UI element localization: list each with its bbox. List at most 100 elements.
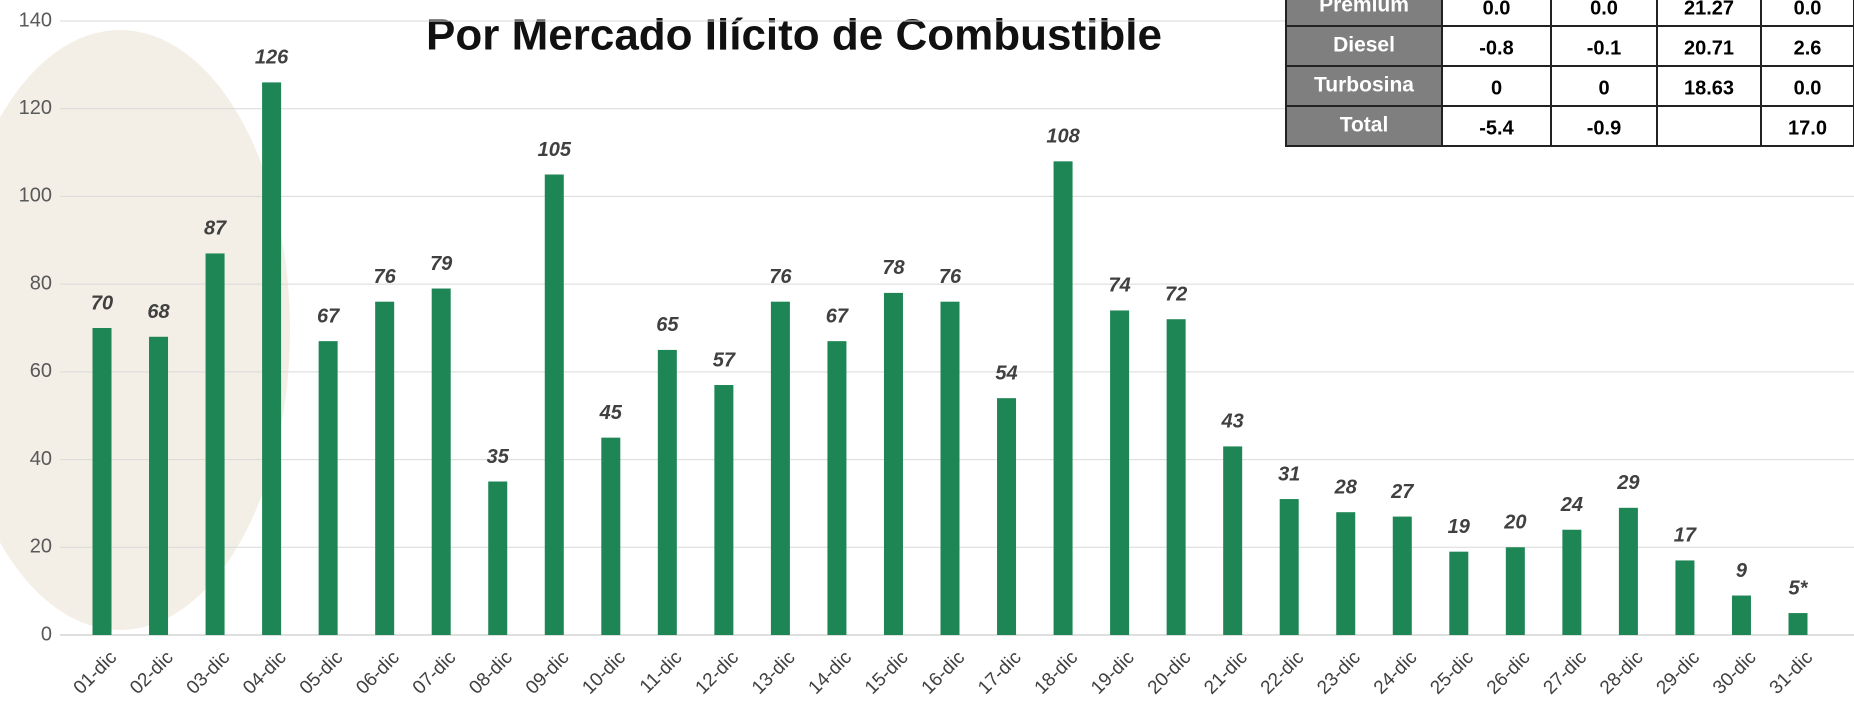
x-tick-label: 30-dic bbox=[1709, 647, 1760, 698]
value-label: 19 bbox=[1448, 516, 1471, 538]
value-label: 67 bbox=[826, 305, 849, 327]
bar bbox=[432, 289, 451, 635]
value-label: 5* bbox=[1789, 577, 1809, 599]
value-label: 9 bbox=[1736, 560, 1748, 582]
bar bbox=[1789, 613, 1808, 635]
bar bbox=[1054, 161, 1073, 635]
bar bbox=[884, 293, 903, 635]
table-value: 0.0 bbox=[1794, 0, 1822, 19]
value-label: 20 bbox=[1503, 512, 1526, 534]
bar bbox=[941, 302, 960, 635]
x-tick-label: 24-dic bbox=[1370, 647, 1421, 698]
table-value: 0 bbox=[1491, 77, 1502, 99]
bar bbox=[93, 328, 112, 635]
x-tick-label: 17-dic bbox=[974, 647, 1025, 698]
bar bbox=[771, 302, 790, 635]
bar bbox=[1110, 310, 1129, 635]
value-label: 74 bbox=[1108, 275, 1130, 297]
bar bbox=[262, 82, 281, 635]
bar bbox=[1732, 596, 1751, 635]
value-label: 72 bbox=[1165, 284, 1187, 306]
table-value: 18.63 bbox=[1684, 77, 1734, 99]
value-label: 43 bbox=[1221, 411, 1244, 433]
bar bbox=[714, 385, 733, 635]
y-tick-label: 60 bbox=[30, 360, 52, 382]
x-tick-label: 09-dic bbox=[522, 647, 573, 698]
table-value: 21.27 bbox=[1684, 0, 1734, 19]
bar bbox=[997, 398, 1016, 635]
x-tick-label: 04-dic bbox=[239, 647, 290, 698]
table-value: 0 bbox=[1598, 77, 1609, 99]
x-tick-label: 12-dic bbox=[692, 647, 743, 698]
value-label: 76 bbox=[374, 266, 397, 288]
y-tick-label: 40 bbox=[30, 448, 52, 470]
bar bbox=[1675, 560, 1694, 635]
x-tick-label: 18-dic bbox=[1031, 647, 1082, 698]
chart: Por Mercado Ilícito de Combustible 0 20 40… bbox=[0, 0, 1854, 707]
table-value: 0.0 bbox=[1483, 0, 1511, 19]
value-label: 87 bbox=[204, 218, 227, 240]
bar bbox=[206, 253, 225, 635]
x-tick-label: 08-dic bbox=[465, 647, 516, 698]
x-tick-label: 15-dic bbox=[861, 647, 912, 698]
value-label: 29 bbox=[1616, 472, 1640, 494]
table-row-label: Premium bbox=[1319, 0, 1409, 17]
x-tick-label: 31-dic bbox=[1766, 647, 1817, 698]
x-tick-label: 01-dic bbox=[70, 647, 121, 698]
x-tick-label: 06-dic bbox=[352, 647, 403, 698]
y-tick-label: 0 bbox=[41, 623, 52, 645]
table-value: -5.4 bbox=[1479, 117, 1514, 139]
value-label: 28 bbox=[1334, 476, 1358, 498]
value-label: 67 bbox=[317, 305, 340, 327]
bar bbox=[545, 175, 564, 636]
table-row-label: Turbosina bbox=[1314, 74, 1414, 97]
x-tick-label: 05-dic bbox=[296, 647, 347, 698]
chart-title: Por Mercado Ilícito de Combustible bbox=[426, 11, 1162, 60]
x-tick-label: 14-dic bbox=[805, 647, 856, 698]
bar bbox=[149, 337, 168, 635]
bar bbox=[658, 350, 677, 635]
bar bbox=[1619, 508, 1638, 635]
y-tick-label: 140 bbox=[19, 9, 52, 31]
bar bbox=[319, 341, 338, 635]
value-label: 108 bbox=[1046, 126, 1080, 148]
x-tick-label: 02-dic bbox=[126, 647, 177, 698]
bar bbox=[1336, 512, 1355, 635]
bar bbox=[827, 341, 846, 635]
table-row-label: Diesel bbox=[1333, 34, 1395, 57]
x-tick-label: 23-dic bbox=[1313, 647, 1364, 698]
bar bbox=[1562, 530, 1581, 635]
value-label: 31 bbox=[1278, 463, 1300, 485]
x-tick-label: 21-dic bbox=[1200, 647, 1251, 698]
bar bbox=[1223, 446, 1242, 635]
x-tick-label: 19-dic bbox=[1087, 647, 1138, 698]
table-value: 20.71 bbox=[1684, 37, 1734, 59]
bar bbox=[375, 302, 394, 635]
x-tick-label: 28-dic bbox=[1596, 647, 1647, 698]
bar bbox=[488, 482, 507, 636]
y-tick-label: 100 bbox=[19, 185, 52, 207]
table-row-label: Total bbox=[1340, 114, 1389, 137]
value-label: 76 bbox=[769, 266, 792, 288]
bar bbox=[1167, 319, 1186, 635]
x-tick-label: 29-dic bbox=[1653, 647, 1704, 698]
value-label: 57 bbox=[713, 349, 736, 371]
value-label: 27 bbox=[1390, 481, 1414, 503]
bar bbox=[1393, 517, 1412, 635]
value-label: 68 bbox=[147, 301, 170, 323]
value-label: 45 bbox=[599, 402, 623, 424]
bar bbox=[601, 438, 620, 635]
table-value: 0.0 bbox=[1794, 77, 1822, 99]
x-tick-label: 07-dic bbox=[409, 647, 460, 698]
table-value: 17.0 bbox=[1788, 117, 1827, 139]
x-tick-label: 03-dic bbox=[183, 647, 234, 698]
x-tick-label: 27-dic bbox=[1540, 647, 1591, 698]
bar bbox=[1449, 552, 1468, 635]
bar bbox=[1280, 499, 1299, 635]
table-value: 2.6 bbox=[1794, 37, 1822, 59]
x-tick-label: 22-dic bbox=[1257, 647, 1308, 698]
y-tick-label: 20 bbox=[30, 536, 52, 558]
value-label: 70 bbox=[91, 292, 113, 314]
table-value: -0.9 bbox=[1587, 117, 1621, 139]
value-label: 76 bbox=[939, 266, 962, 288]
